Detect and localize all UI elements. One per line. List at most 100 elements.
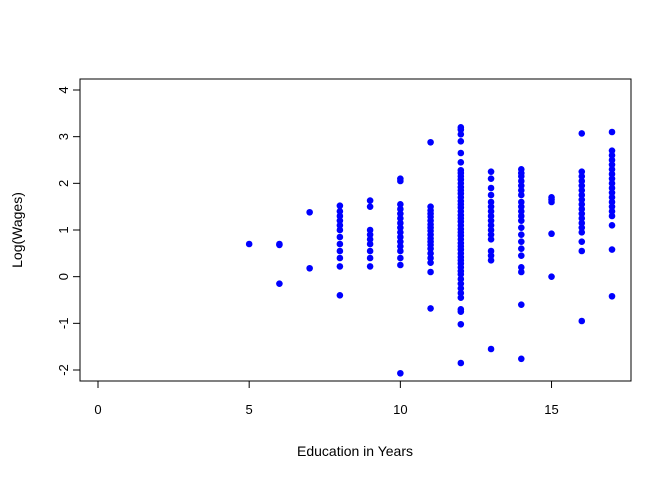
data-point [578, 191, 586, 199]
data-point [397, 215, 404, 222]
data-point [608, 194, 616, 201]
data-point [608, 292, 616, 300]
data-point [397, 254, 404, 262]
data-point [608, 184, 616, 192]
data-point [608, 147, 616, 154]
data-point [517, 212, 525, 220]
data-point [517, 182, 525, 189]
data-point [457, 126, 465, 133]
data-point [366, 240, 374, 248]
data-point [517, 252, 525, 259]
data-point [457, 131, 465, 138]
data-point [427, 138, 434, 146]
data-point [487, 191, 495, 199]
data-point [336, 208, 344, 215]
data-point [487, 198, 495, 206]
data-point [366, 226, 374, 234]
data-point [457, 149, 465, 157]
y-axis-label: Log(Wages) [9, 192, 25, 268]
plot-frame [79, 78, 632, 382]
data-point [608, 222, 616, 229]
data-point [306, 264, 313, 272]
data-point [487, 252, 495, 259]
data-point [517, 177, 525, 185]
data-point [517, 198, 525, 206]
data-point [578, 205, 586, 213]
data-point [578, 201, 586, 208]
data-point [487, 236, 495, 243]
data-point [397, 247, 404, 255]
x-axis-label: Education in Years [297, 443, 413, 459]
data-point [245, 240, 253, 248]
y-tick-label: -2 [56, 364, 71, 376]
data-point [548, 198, 555, 206]
data-point [578, 196, 586, 203]
data-point [397, 210, 404, 217]
y-tick-label: -1 [56, 318, 71, 330]
data-point [457, 275, 465, 283]
data-point [276, 280, 283, 287]
data-point [487, 168, 495, 175]
data-point [487, 257, 495, 264]
x-axis: 0 5 10 15 [94, 381, 559, 417]
data-point [457, 359, 465, 367]
data-point [276, 240, 283, 248]
data-point [487, 184, 495, 192]
data-point [487, 175, 495, 182]
data-point [397, 201, 404, 208]
data-point [336, 202, 344, 210]
data-point [427, 305, 434, 312]
data-point [457, 294, 465, 301]
data-point [397, 261, 404, 269]
data-point [578, 168, 586, 175]
data-point [336, 233, 344, 241]
data-point [517, 203, 525, 210]
data-point [397, 177, 404, 185]
data-point [578, 317, 586, 325]
y-tick-label: 3 [56, 133, 71, 140]
data-point [457, 271, 465, 278]
data-point [517, 231, 525, 238]
data-point [548, 273, 555, 280]
data-point [336, 212, 344, 220]
data-point [487, 217, 495, 224]
data-point [397, 243, 404, 250]
data-point [608, 166, 616, 173]
y-tick-label: 1 [56, 226, 71, 233]
data-point [397, 229, 404, 236]
y-tick-label: 2 [56, 180, 71, 187]
data-point [487, 222, 495, 229]
data-point [336, 226, 344, 234]
data-point [366, 247, 374, 255]
data-point [608, 128, 616, 136]
data-point [608, 161, 616, 168]
data-point [578, 229, 586, 236]
data-point [336, 263, 344, 270]
data-point [578, 187, 586, 194]
data-point [608, 175, 616, 182]
data-point [608, 198, 616, 206]
data-point [487, 212, 495, 220]
data-point [487, 203, 495, 210]
data-point [578, 182, 586, 189]
data-point [608, 156, 616, 164]
data-point [457, 280, 465, 287]
data-point [517, 355, 525, 363]
data-point [366, 236, 374, 243]
data-point [517, 208, 525, 215]
data-point [457, 159, 465, 166]
data-point [608, 189, 616, 196]
data-point [366, 197, 374, 204]
x-tick-label: 10 [393, 402, 407, 417]
data-point [366, 231, 374, 238]
y-tick-label: 0 [56, 273, 71, 280]
data-point [578, 219, 586, 227]
data-point [608, 170, 616, 178]
data-point [457, 285, 465, 292]
data-point [366, 263, 374, 270]
data-point [578, 215, 586, 222]
data-point [487, 231, 495, 238]
data-point [608, 180, 616, 187]
data-point [517, 217, 525, 224]
